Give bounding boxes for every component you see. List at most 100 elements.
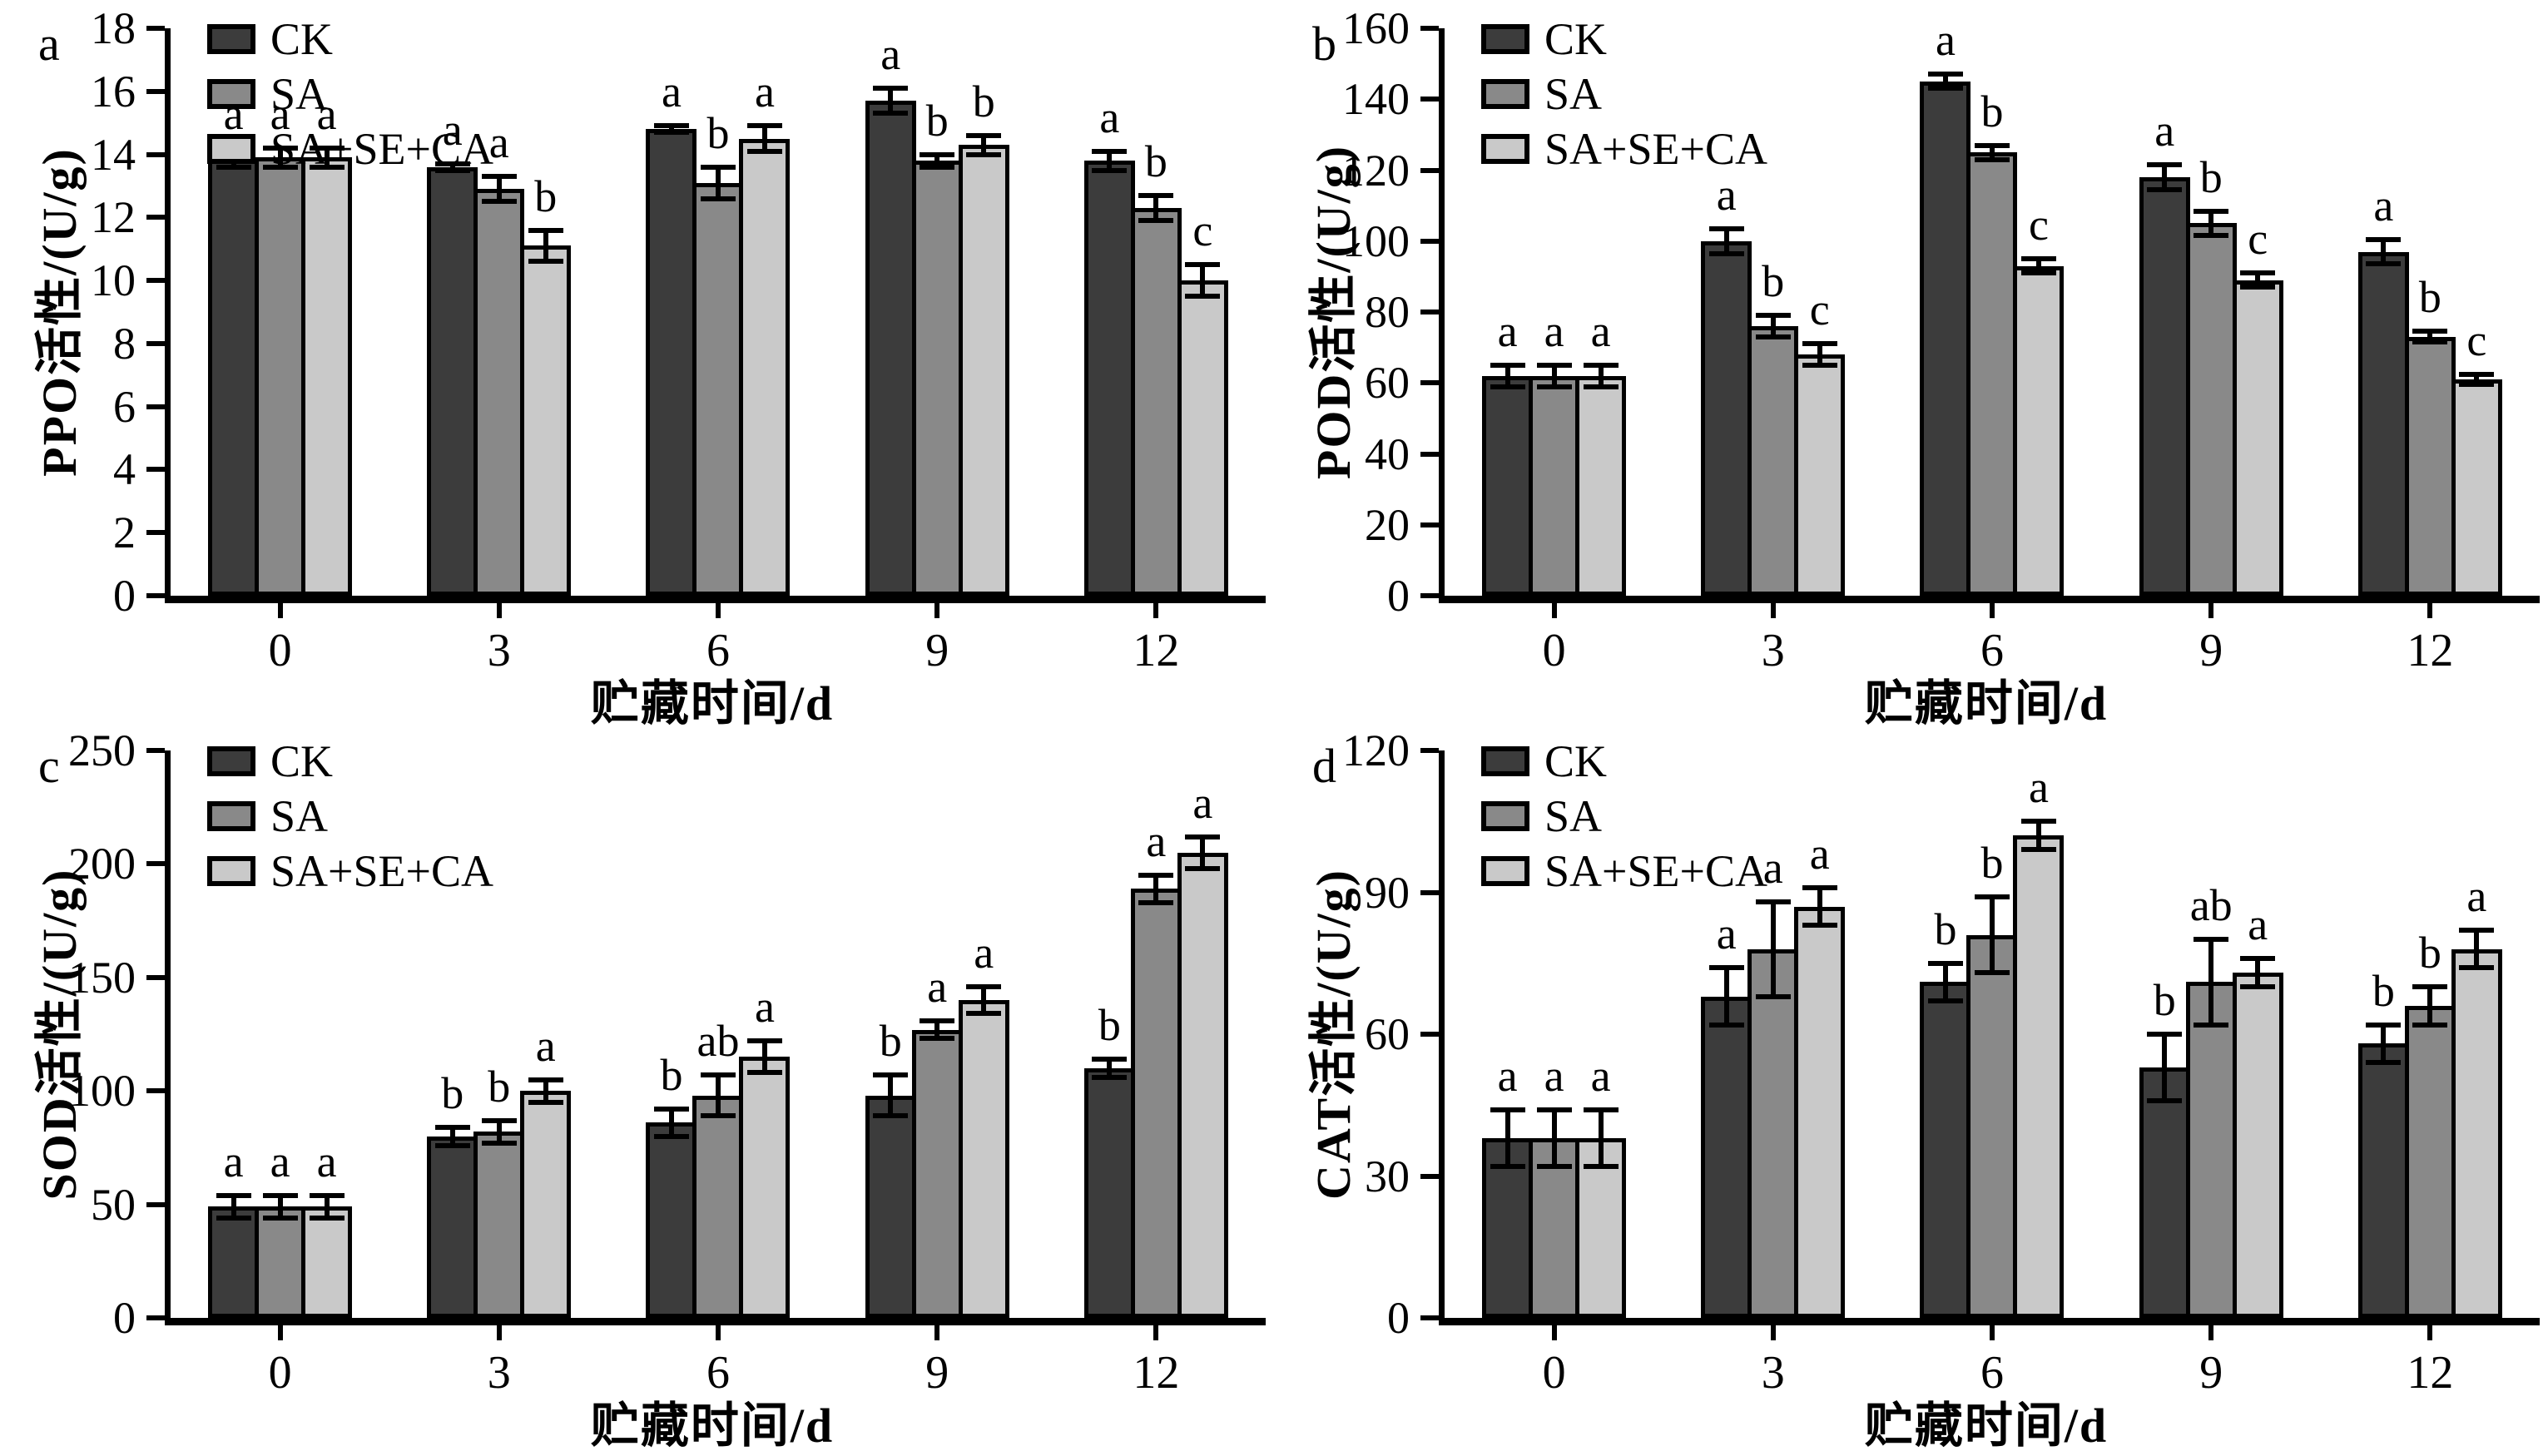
error-bar-line (2255, 273, 2261, 288)
error-bar-cap-top (2194, 208, 2229, 214)
error-bar-line (1598, 364, 1604, 387)
error-bar-cap-top (1974, 142, 2010, 148)
x-axis-tick-label: 9 (925, 625, 949, 676)
legend-swatch-ck (1481, 24, 1529, 54)
y-axis-tick (1420, 748, 1439, 753)
error-bar-line (1551, 1109, 1557, 1167)
y-axis-tick-label: 18 (91, 3, 136, 53)
error-bar-line (1770, 901, 1776, 997)
y-axis-tick (146, 215, 165, 220)
bar-ck-day9: b (865, 750, 916, 1318)
significance-letter: b (1098, 1000, 1121, 1051)
legend: CK SA SA+SE+CA (207, 17, 493, 171)
y-axis-tick (146, 748, 165, 753)
y-axis-tick-label: 0 (113, 571, 136, 621)
bar-rect-sa-se-ca (301, 1206, 353, 1318)
y-axis-title-cat: CAT活性/(U/g) (1306, 869, 1361, 1200)
error-bar-cap-top (2366, 1022, 2402, 1028)
error-bar-cap-bottom (1092, 167, 1128, 173)
error-bar-cap-top (1708, 225, 1744, 231)
legend-label-sa: SA (270, 791, 329, 841)
bar-group-day9: b ab a (2102, 750, 2321, 1318)
error-bar-line (1723, 968, 1729, 1025)
error-bar-cap-bottom (1185, 294, 1221, 300)
error-bar-cap-bottom (2147, 186, 2183, 192)
significance-letter: c (2248, 214, 2268, 265)
plot-area-b: 0 20 40 60 80 100 120 140 160 0 a a a 3 a b c 6 a b c 9 a b c 12 a… (1342, 6, 2540, 674)
bar-rect-sa (1529, 375, 1580, 596)
error-bar-cap-top (1092, 148, 1128, 154)
y-axis-tick-label: 250 (68, 726, 136, 775)
plot-area-c: 0 50 100 150 200 250 0 a a a 3 b b a 6 b ab a 9 b a a 12 b a a CK S… (68, 728, 1266, 1396)
y-axis-tick (1420, 593, 1439, 598)
bar-sa-se-ca-day9: c (2232, 28, 2283, 596)
error-bar-cap-top (2147, 162, 2183, 168)
bar-sa-day3: a (473, 28, 525, 596)
bar-rect-ck (208, 1206, 260, 1318)
significance-letter: a (270, 88, 290, 139)
bar-sa-se-ca-day12: a (1177, 750, 1228, 1318)
y-axis-tick (1420, 310, 1439, 314)
error-bar-cap-bottom (1536, 384, 1572, 389)
error-bar-cap-bottom (1802, 362, 1837, 368)
error-bar-cap-top (1927, 72, 1963, 77)
significance-letter: b (534, 171, 558, 221)
bar-rect-sa-se-ca (2013, 265, 2065, 596)
error-bar-cap-top (2147, 1032, 2183, 1037)
significance-letter: ab (2189, 880, 2233, 931)
y-axis-tick (146, 1088, 165, 1094)
error-bar-line (1942, 963, 1948, 1002)
significance-letter: b (488, 1061, 511, 1112)
error-bar-cap-top (528, 1077, 563, 1082)
error-bar-line (1107, 151, 1113, 171)
error-bar-line (668, 1109, 674, 1137)
legend-label-sa-se-ca: SA+SE+CA (270, 124, 493, 174)
bar-sa-se-ca-day9: a (2232, 750, 2283, 1318)
error-bar-cap-top (653, 123, 689, 129)
legend: CK SA SA+SE+CA (1481, 17, 1767, 171)
significance-letter: a (755, 982, 775, 1033)
error-bar-cap-top (920, 1018, 955, 1023)
error-bar-line (543, 230, 548, 262)
error-bar-cap-top (1092, 1057, 1128, 1062)
error-bar-cap-top (1708, 965, 1744, 971)
y-axis-tick (146, 151, 165, 157)
bar-sa-day0: a (255, 28, 306, 596)
bar-sa-day6: ab (692, 750, 744, 1318)
bar-sa-se-ca-day6: a (2013, 750, 2065, 1318)
error-bar-line (981, 986, 987, 1014)
error-bar-line (888, 88, 894, 114)
error-bar-line (1817, 887, 1822, 926)
significance-letter: a (488, 117, 509, 168)
significance-letter: a (223, 1136, 244, 1186)
legend-label-sa-se-ca: SA+SE+CA (270, 846, 493, 896)
error-bar-line (496, 176, 502, 202)
bar-sa-se-ca-day6: a (739, 750, 791, 1318)
error-bar-cap-bottom (2412, 1022, 2448, 1028)
bar-rect-sa (692, 182, 744, 596)
error-bar-cap-bottom (2194, 233, 2229, 239)
error-bar-cap-bottom (1138, 899, 1174, 905)
x-axis-tick-label: 3 (1761, 625, 1785, 676)
y-axis-tick (146, 974, 165, 980)
error-bar-line (1153, 875, 1159, 903)
error-bar-cap-top (1802, 884, 1837, 890)
x-axis-tick (2208, 603, 2214, 618)
bar-sa-se-ca-day6: a (739, 28, 791, 596)
error-bar-cap-bottom (746, 1070, 782, 1076)
bar-sa-se-ca-day0: a (1575, 750, 1627, 1318)
legend-item-ck: CK (1481, 739, 1767, 784)
error-bar-line (668, 126, 674, 133)
legend-label-ck: CK (270, 14, 334, 64)
x-axis-tick-label: 3 (487, 625, 511, 676)
legend-label-ck: CK (270, 736, 334, 786)
bar-sa-day6: b (1966, 28, 2018, 596)
significance-letter: c (2029, 200, 2049, 250)
error-bar-line (1598, 1109, 1604, 1167)
legend-swatch-ck (207, 746, 255, 776)
significance-letter: a (2029, 762, 2049, 813)
bar-rect-sa (1747, 948, 1799, 1318)
